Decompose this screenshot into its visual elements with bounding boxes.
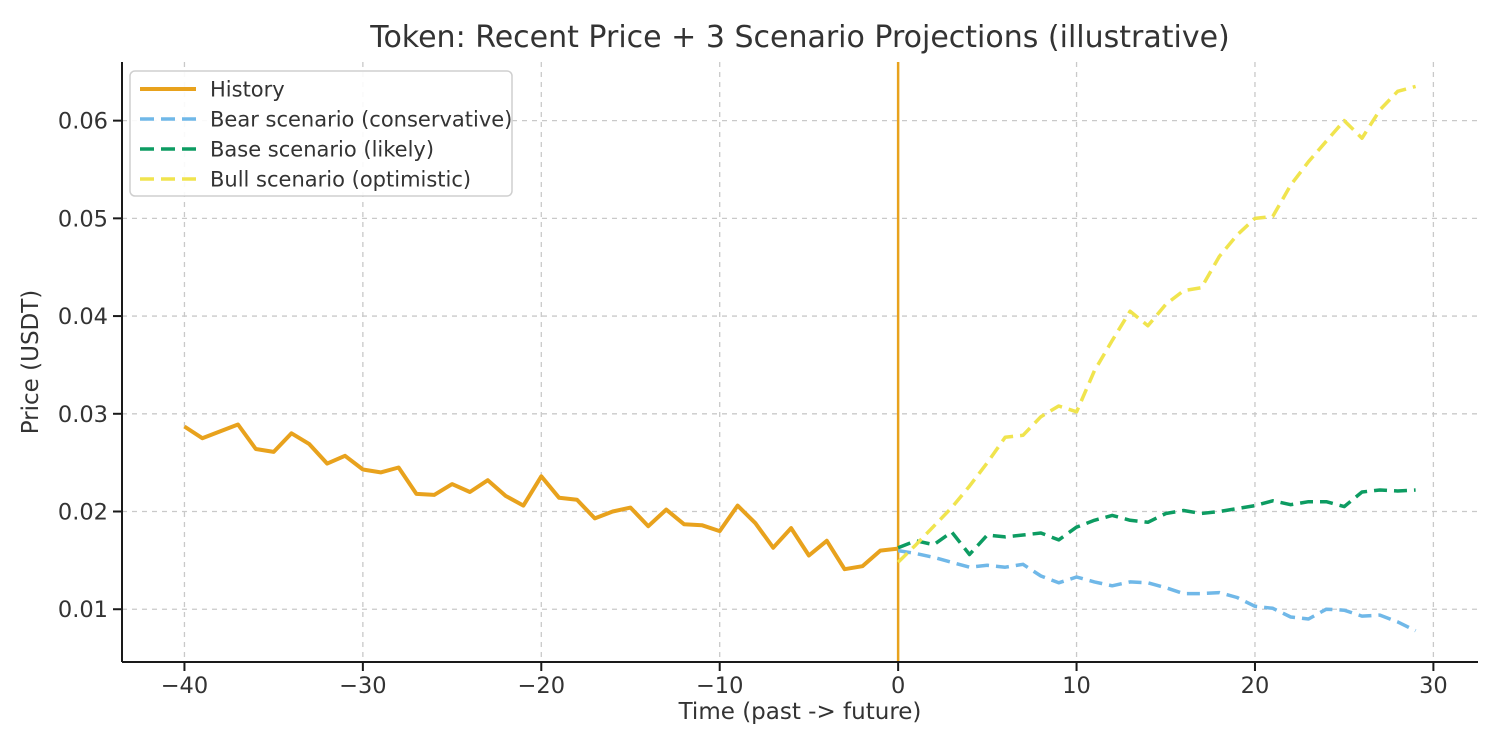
x-tick-label: 0	[891, 673, 905, 699]
legend-label: History	[210, 78, 285, 102]
legend-label: Base scenario (likely)	[210, 138, 434, 162]
axes-layer	[113, 62, 1478, 671]
series-line-bear	[897, 548, 1417, 633]
y-tick-label: 0.01	[58, 597, 108, 623]
x-tick-label: −40	[161, 673, 208, 699]
y-tick-label: 0.03	[58, 402, 108, 428]
x-tick-label: 20	[1241, 673, 1270, 699]
series-line-base	[897, 488, 1416, 557]
legend-label: Bear scenario (conservative)	[210, 108, 512, 132]
series-line-bull	[896, 84, 1417, 564]
x-tick-label: −30	[339, 673, 386, 699]
legend-label: Bull scenario (optimistic)	[210, 168, 471, 192]
y-tick-label: 0.05	[58, 206, 108, 232]
series-line-history	[183, 422, 899, 572]
x-tick-label: 10	[1062, 673, 1091, 699]
x-axis-label: Time (past -> future)	[678, 699, 922, 725]
x-tick-label: −10	[696, 673, 743, 699]
y-axis-label: Price (USDT)	[18, 290, 44, 435]
x-tick-label: −20	[518, 673, 565, 699]
legend: History Bear scenario (conservative) Base …	[129, 70, 513, 197]
y-tick-label: 0.06	[58, 109, 108, 135]
legend-box	[129, 70, 513, 197]
tick-labels-layer: −40 −30 −20 −10 0 10 20 30 0.01 0.02 0.03 0.04 0.05 0…	[58, 109, 1448, 699]
series-layer	[183, 84, 1417, 633]
chart-title: Token: Recent Price + 3 Scenario Project…	[369, 20, 1230, 55]
y-tick-label: 0.04	[58, 304, 108, 330]
y-tick-label: 0.02	[58, 500, 108, 526]
x-tick-label: 30	[1419, 673, 1448, 699]
